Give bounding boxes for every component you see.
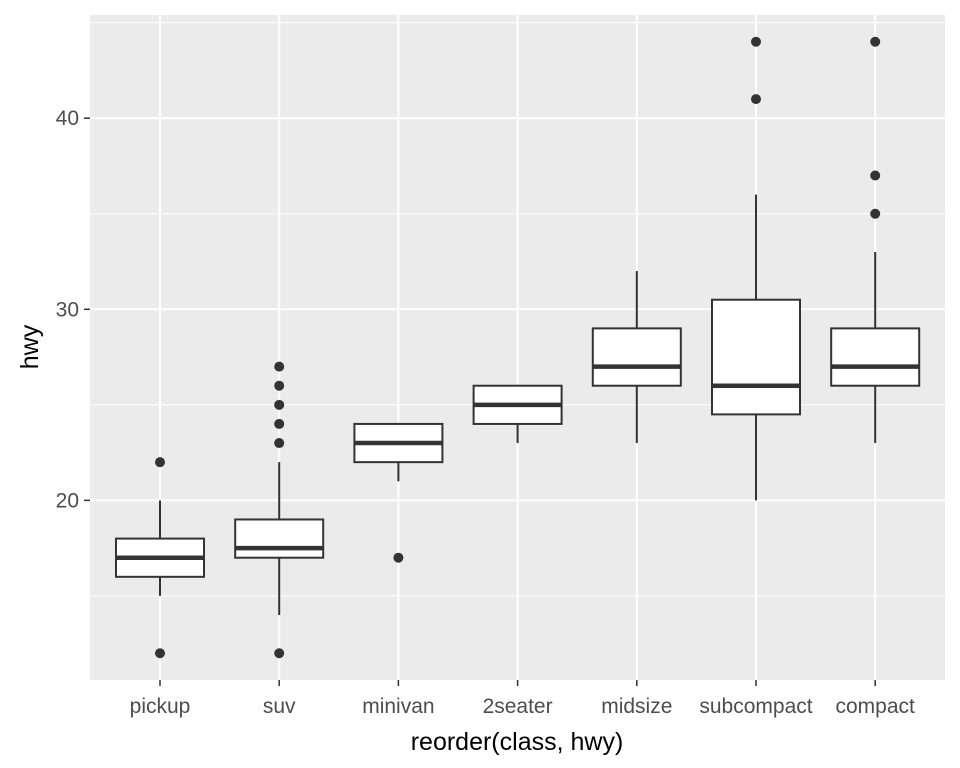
y-axis: 20 30 40 <box>56 107 90 512</box>
outlier-point <box>870 170 881 181</box>
outlier-point <box>155 648 165 659</box>
box-pickup <box>115 457 205 659</box>
box-2seater <box>472 384 563 444</box>
y-tick-label: 40 <box>56 107 79 130</box>
outlier-point <box>870 208 881 219</box>
x-tick-label: midsize <box>601 695 672 718</box>
outlier-point <box>751 94 761 105</box>
outlier-point <box>274 438 285 449</box>
outlier-point <box>274 380 285 391</box>
iqr-box <box>591 327 682 387</box>
iqr-box <box>830 327 921 387</box>
x-tick-label: suv <box>263 695 296 718</box>
outlier-point <box>274 361 285 372</box>
y-tick-label: 30 <box>56 298 79 321</box>
x-axis-title: reorder(class, hwy) <box>411 728 624 756</box>
box-minivan <box>353 422 444 563</box>
y-tick-label: 20 <box>56 489 79 512</box>
iqr-box <box>234 518 325 559</box>
y-axis-title: hwy <box>16 324 44 369</box>
x-tick-label: minivan <box>362 695 434 718</box>
outlier-point <box>751 36 761 47</box>
box-midsize <box>591 271 682 444</box>
x-axis: pickup suv minivan 2seater midsize subcompact… <box>130 680 915 718</box>
outlier-point <box>274 399 285 410</box>
outlier-point <box>274 648 285 659</box>
outlier-point <box>870 36 881 47</box>
x-tick-label: compact <box>836 695 916 718</box>
iqr-box <box>711 298 801 416</box>
box-suv <box>234 361 325 659</box>
outlier-point <box>274 418 285 429</box>
box-compact <box>830 36 921 444</box>
x-tick-label: subcompact <box>699 695 812 718</box>
x-tick-label: pickup <box>130 695 191 718</box>
x-tick-label: 2seater <box>483 695 553 718</box>
outlier-point <box>393 552 404 563</box>
box-subcompact <box>711 36 801 501</box>
boxes-layer <box>115 36 921 659</box>
outlier-point <box>155 457 165 468</box>
